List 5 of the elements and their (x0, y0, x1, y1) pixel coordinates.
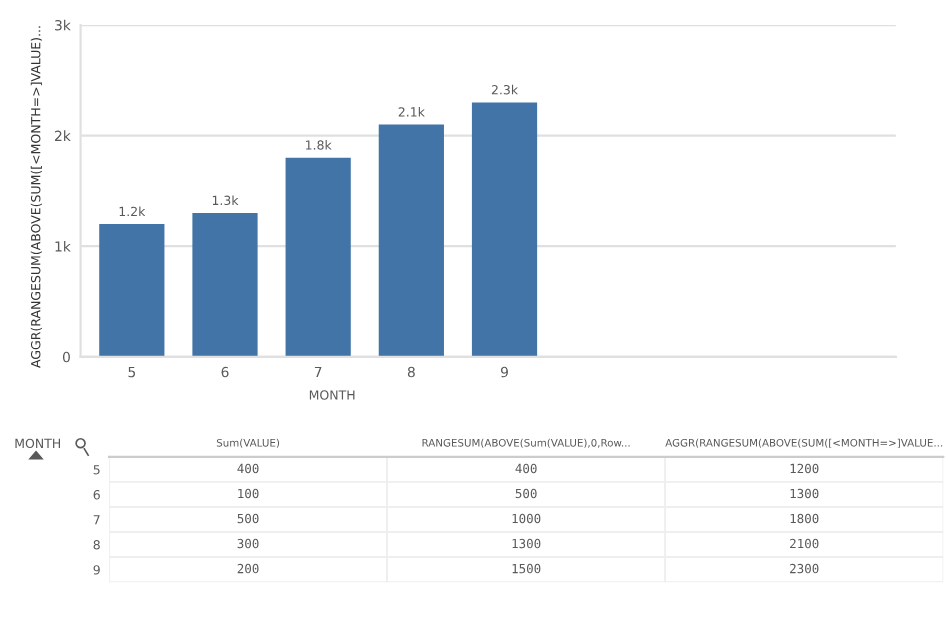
bar (378, 124, 444, 357)
bar (471, 102, 538, 357)
bar (285, 157, 351, 357)
bar (99, 224, 165, 357)
bar (192, 213, 258, 357)
